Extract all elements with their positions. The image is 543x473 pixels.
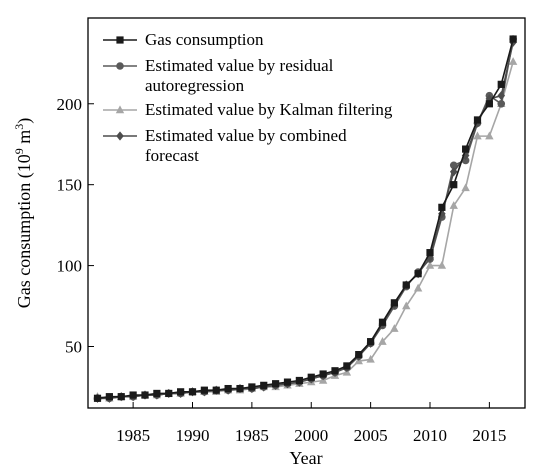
legend-marker [116,62,124,70]
data-point [485,100,493,108]
data-point [105,393,113,401]
legend-label: Estimated value by residual [145,56,334,75]
data-point [473,116,482,124]
data-point [390,324,399,332]
data-point [402,281,410,289]
data-point [319,370,327,378]
y-tick-label: 50 [65,338,82,357]
data-point [414,270,422,278]
data-point [450,181,458,189]
data-point [272,380,280,388]
data-point [117,393,125,401]
x-axis-label: Year [289,448,322,468]
data-point [343,362,351,370]
legend-entry: Estimated value by residualautoregressio… [103,56,334,95]
legend-label: Estimated value by combined [145,126,347,145]
data-point [355,350,363,359]
x-tick-label: 1985 [235,426,269,445]
data-point [200,386,208,394]
data-point [449,201,458,209]
y-tick-label: 100 [57,257,83,276]
data-point [449,167,458,177]
x-tick-label: 2000 [294,426,328,445]
y-axis-label-exponent: 9 [12,148,26,154]
data-point [260,381,268,389]
data-point [461,183,470,192]
data-point [295,376,303,385]
data-point [129,391,137,399]
data-point [425,260,435,269]
legend-label: Estimated value by Kalman filtering [145,100,393,119]
data-point [93,394,102,402]
series-1 [93,35,517,402]
plot-frame [87,17,526,409]
y-axis-label-unit-exponent: 3 [12,124,26,130]
data-point [141,391,149,399]
x-tick-label: 2010 [413,426,447,445]
data-point [413,283,423,292]
data-point [485,131,494,140]
data-point [390,299,398,307]
data-point [402,301,411,310]
data-point [224,384,232,393]
series-layer [93,35,518,403]
data-point [437,260,447,269]
legend-label: forecast [145,146,199,165]
legend-marker [115,105,125,114]
x-tick-label: 1985 [116,426,150,445]
data-point [462,145,470,153]
data-point [449,161,458,170]
data-point [212,386,220,394]
axis-layer: 1985 1990 1985 2000 2005 2010 2015 50 100 150 200 [57,95,507,445]
legend: Gas consumption Estimated value by residu… [103,30,393,165]
data-point [165,389,173,398]
data-point [236,384,244,393]
legend-label: autoregression [145,76,245,95]
data-point [307,373,315,381]
data-point [473,131,482,140]
x-tick-label: 2005 [354,426,388,445]
data-point [508,57,518,65]
data-point [378,318,387,326]
data-point [177,388,185,396]
x-tick-label: 1990 [176,426,210,445]
data-point [367,338,375,346]
y-tick-label: 150 [57,176,83,195]
data-point [378,337,387,345]
data-point [497,99,506,108]
data-point [497,91,506,101]
legend-entry: Estimated value by Kalman filtering [103,100,393,119]
data-point [509,35,517,43]
data-point [188,388,197,396]
y-tick-label: 200 [57,95,83,114]
legend-marker [116,36,124,44]
data-point [331,367,339,375]
legend-label: Gas consumption [145,30,264,49]
data-point [366,354,375,363]
data-point [497,80,505,88]
legend-marker [116,131,124,141]
data-point [438,203,446,211]
data-point [248,383,256,391]
data-point [283,378,292,386]
legend-entry: Gas consumption [103,30,264,49]
x-tick-label: 2015 [472,426,506,445]
y-axis-label: Gas consumption (109 m3) [12,118,35,309]
data-point [426,249,434,257]
data-point [153,389,161,398]
